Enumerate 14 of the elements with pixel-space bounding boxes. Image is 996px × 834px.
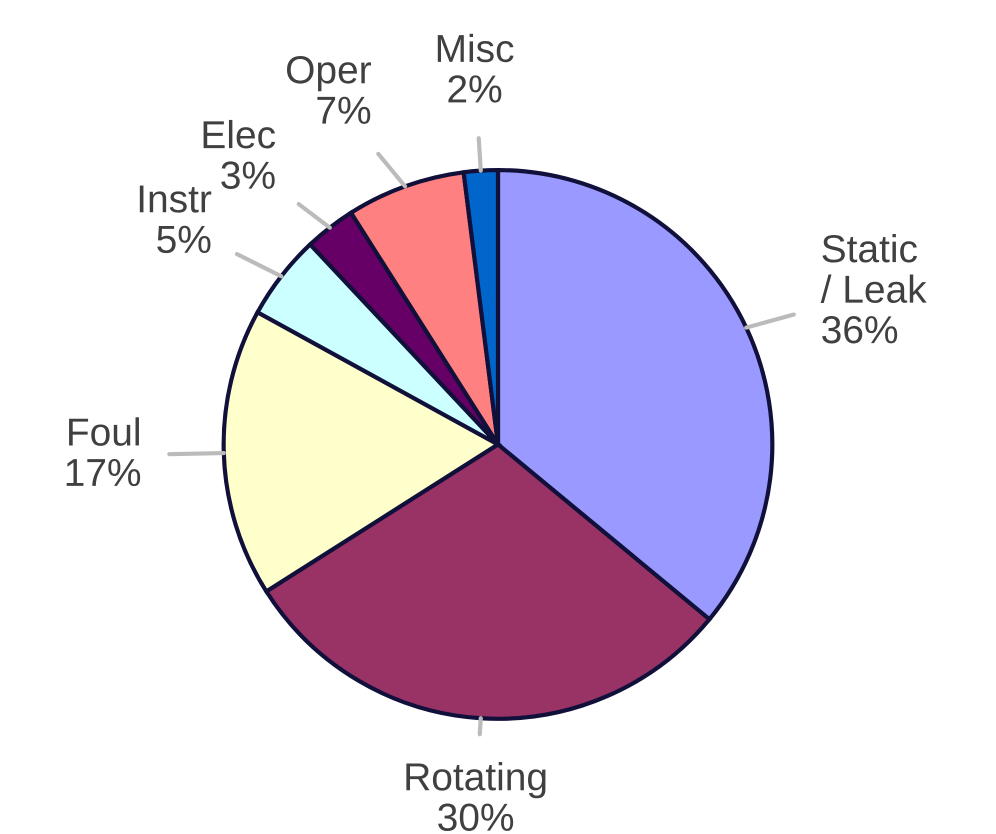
data-label: 30% <box>438 804 514 832</box>
slice-label: Elec <box>204 120 276 148</box>
slice-label: Oper <box>287 56 371 92</box>
data-label: 3% <box>221 161 275 189</box>
slice-label: Rotating <box>406 762 546 798</box>
data-label: 5% <box>157 226 210 254</box>
data-label: 2% <box>448 75 502 103</box>
slice-label: Static / Leak <box>820 234 927 304</box>
slice-label: Misc <box>438 34 514 62</box>
slice-label: Instr <box>140 186 212 213</box>
slice-label: Foul <box>69 417 139 446</box>
data-label: 36% <box>822 316 898 344</box>
data-label: 7% <box>317 96 370 124</box>
data-label: 17% <box>66 458 140 486</box>
